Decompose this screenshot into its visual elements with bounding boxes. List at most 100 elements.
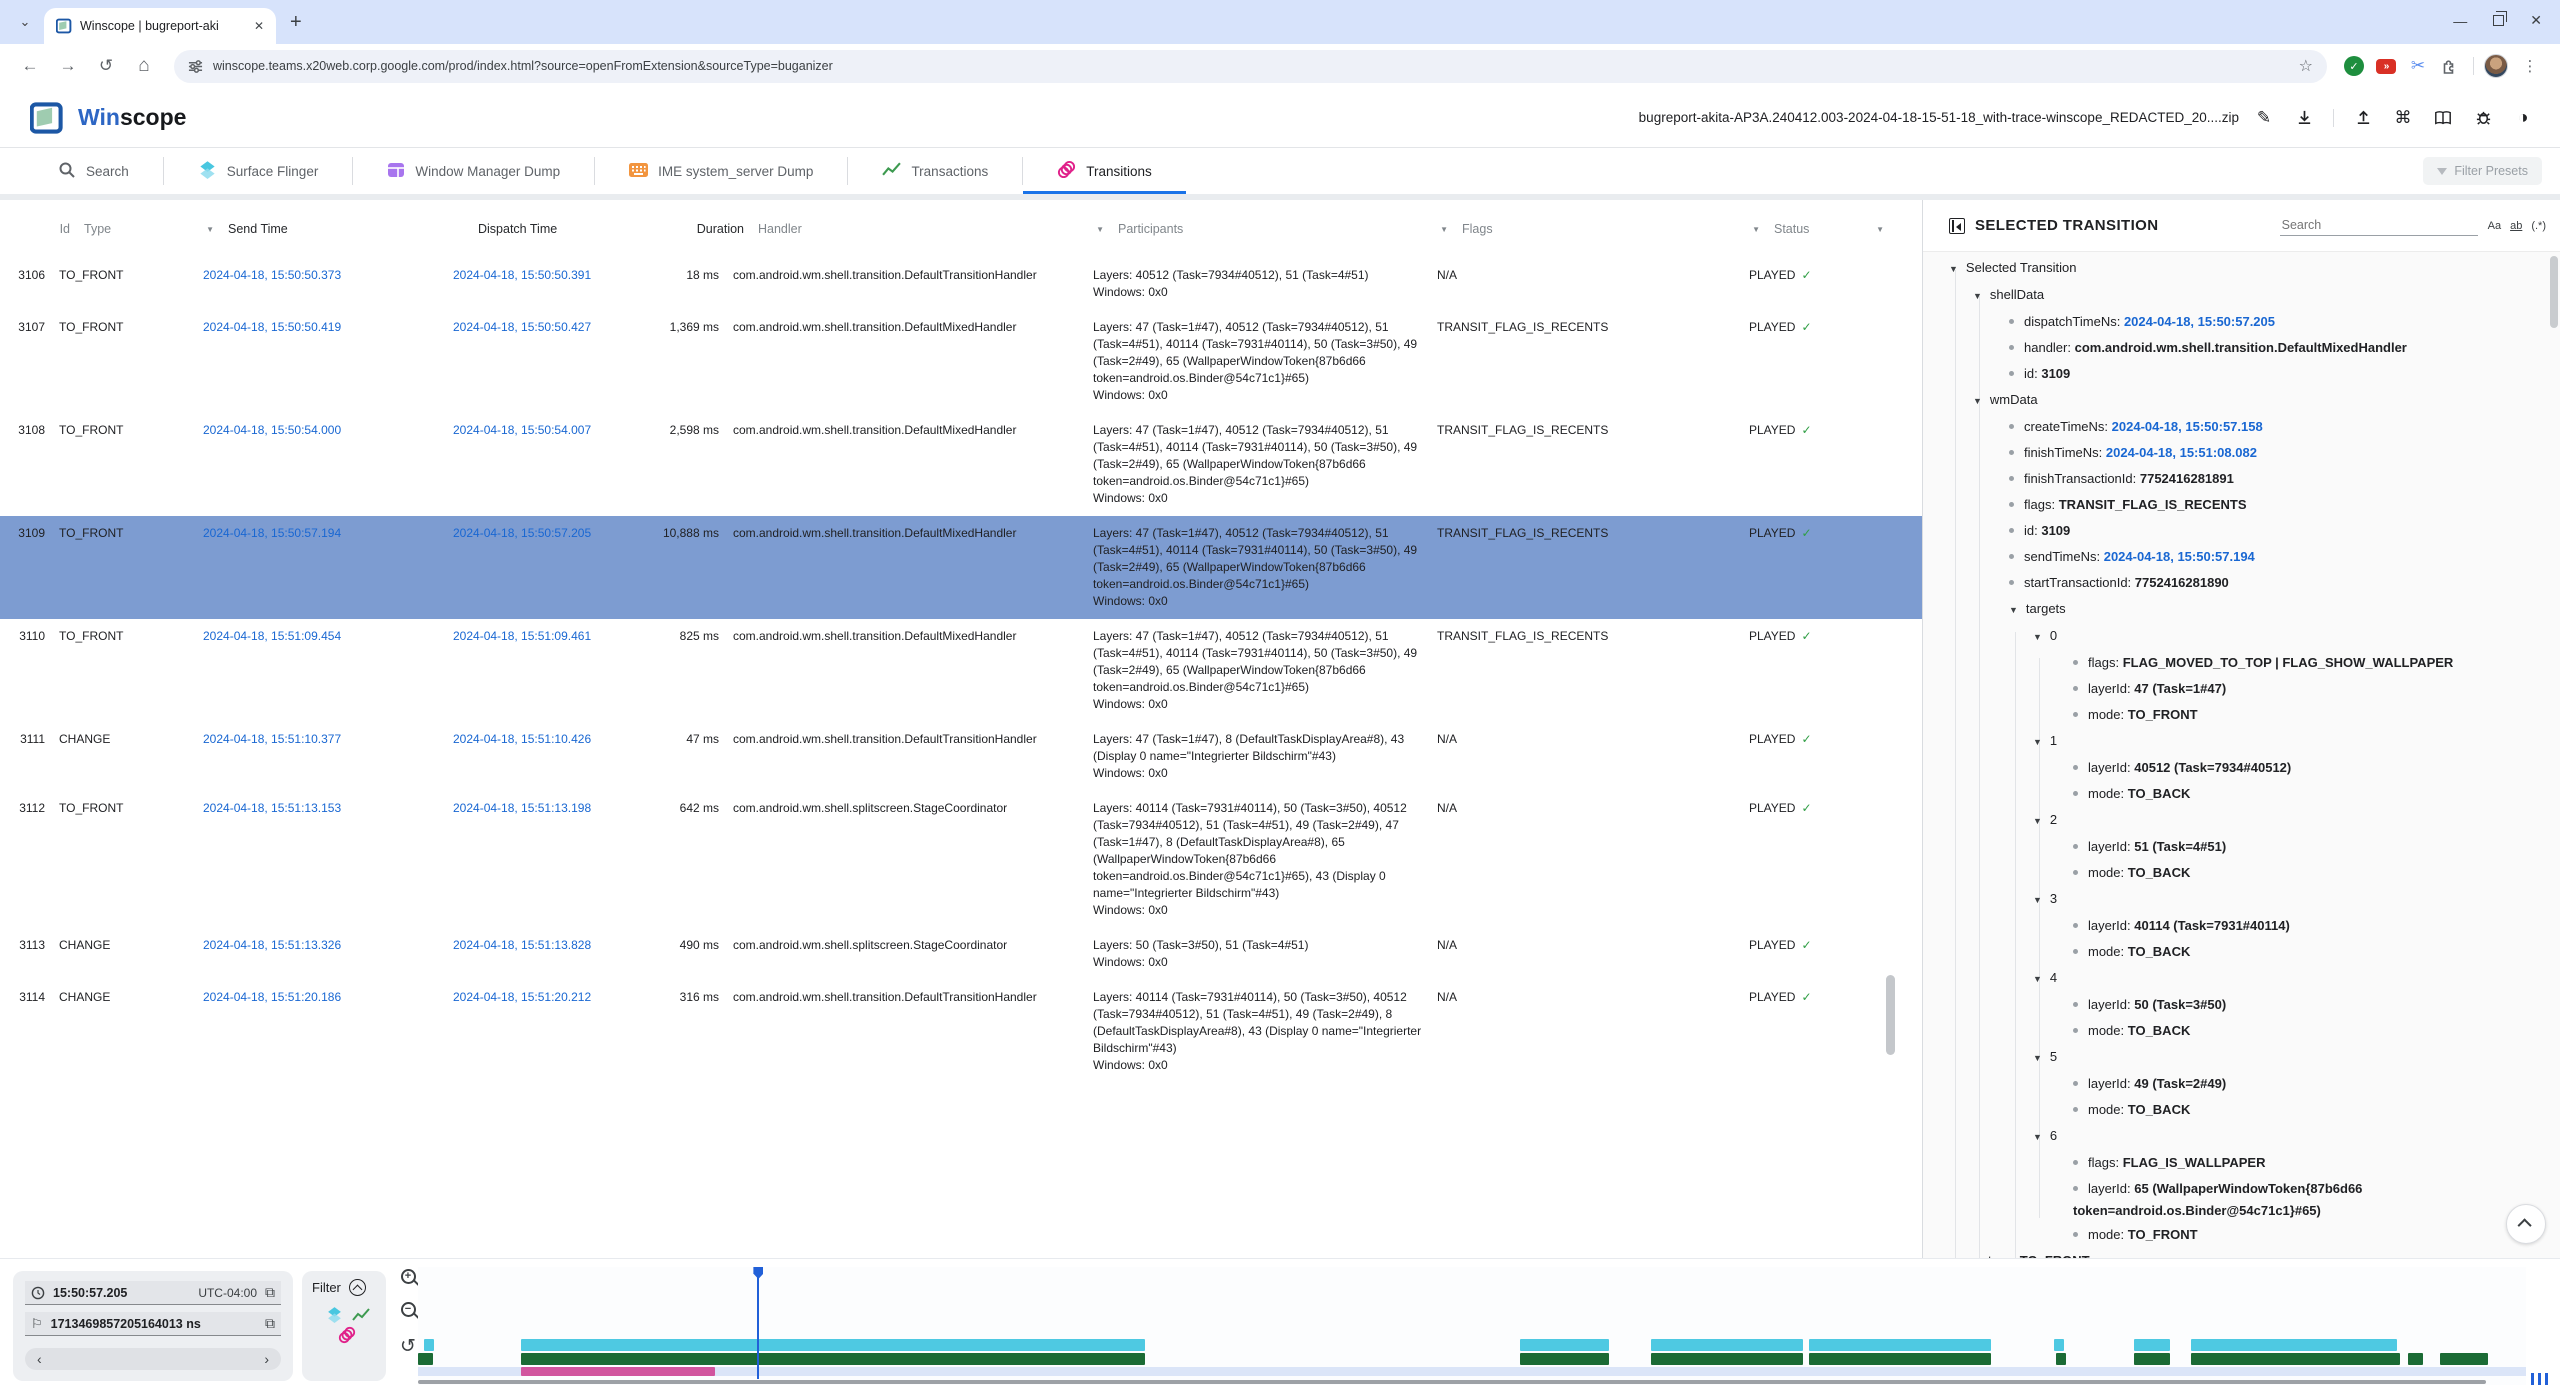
bookmark-tick[interactable] [2545, 1373, 2548, 1385]
column-header-status[interactable]: Status ▼ [1774, 222, 1884, 236]
table-row-3107[interactable]: 3107 TO_FRONT 2024-04-18, 15:50:50.419 2024… [0, 310, 1922, 413]
table-row-3110[interactable]: 3110 TO_FRONT 2024-04-18, 15:51:09.454 2024… [0, 619, 1922, 722]
cell-send-time[interactable]: 2024-04-18, 15:50:57.194 [203, 526, 342, 540]
sf-trace-bar[interactable] [1651, 1339, 1803, 1351]
table-row-3114[interactable]: 3114 CHANGE 2024-04-18, 15:51:20.186 2024-0… [0, 980, 1922, 1083]
tab-transitions[interactable]: Transitions [1023, 148, 1186, 194]
table-row-3111[interactable]: 3111 CHANGE 2024-04-18, 15:51:10.377 2024-0… [0, 722, 1922, 791]
tab-surface-flinger[interactable]: Surface Flinger [164, 148, 353, 194]
tree-node-2[interactable]: ▼ 2 [1923, 807, 2560, 834]
chevron-down-icon[interactable]: ▼ [2033, 816, 2042, 826]
extension-scissors-icon[interactable]: ✂ [2410, 56, 2426, 75]
filter-dropdown-icon[interactable]: ▼ [206, 224, 214, 234]
tree-node-1[interactable]: ▼ 1 [1923, 728, 2560, 755]
browser-tab[interactable]: Winscope | bugreport-aki ✕ [44, 8, 276, 44]
transactions-trace-bar[interactable] [2190, 1353, 2400, 1365]
zoom-out-button[interactable]: − [400, 1302, 416, 1317]
chevron-down-icon[interactable]: ▼ [1949, 264, 1958, 274]
next-entry-button[interactable]: › [264, 1351, 269, 1367]
transitions-track-band[interactable] [418, 1367, 2526, 1376]
reload-icon[interactable]: ↻ [98, 56, 114, 75]
transactions-trace-bar[interactable] [2407, 1353, 2423, 1365]
prev-entry-button[interactable]: ‹ [37, 1351, 42, 1367]
timeline-canvas[interactable] [418, 1267, 2526, 1385]
window-close-button[interactable]: ✕ [2530, 12, 2542, 28]
profile-avatar[interactable] [2484, 54, 2508, 78]
window-restore-button[interactable] [2493, 11, 2508, 26]
table-row-3113[interactable]: 3113 CHANGE 2024-04-18, 15:51:13.326 2024-0… [0, 928, 1922, 980]
timeline-cursor-marker[interactable] [753, 1267, 764, 1279]
forward-icon[interactable]: → [59, 56, 77, 75]
tab-transactions[interactable]: Transactions [848, 148, 1022, 194]
cell-dispatch-time[interactable]: 2024-04-18, 15:51:13.828 [453, 938, 592, 952]
tab-window-manager-dump[interactable]: Window Manager Dump [353, 148, 594, 194]
surface-flinger-track[interactable] [418, 1339, 2526, 1351]
tree-node-wmdata[interactable]: ▼ wmData [1923, 387, 2560, 414]
documentation-icon[interactable] [2428, 103, 2458, 133]
sf-trace-bar[interactable] [2133, 1339, 2170, 1351]
table-row-3108[interactable]: 3108 TO_FRONT 2024-04-18, 15:50:54.000 2024… [0, 413, 1922, 516]
tree-node-6[interactable]: ▼ 6 [1923, 1123, 2560, 1150]
copy-time-icon[interactable]: ⧉ [265, 1284, 275, 1300]
tree-node-targets[interactable]: ▼ targets [1923, 596, 2560, 623]
chevron-down-icon[interactable]: ▼ [2033, 737, 2042, 747]
tab-close-icon[interactable]: ✕ [253, 19, 265, 33]
whole-word-toggle[interactable]: ab [2510, 219, 2523, 232]
filter-dropdown-icon[interactable]: ▼ [1752, 224, 1760, 234]
browser-menu-icon[interactable]: ⋮ [2522, 58, 2538, 75]
cell-dispatch-time[interactable]: 2024-04-18, 15:51:09.461 [453, 629, 592, 643]
transactions-trace-bar[interactable] [2055, 1353, 2067, 1365]
chevron-down-icon[interactable]: ▼ [2033, 1053, 2042, 1063]
download-icon[interactable] [2289, 103, 2319, 133]
extension-media-icon[interactable]: » [2376, 58, 2396, 74]
column-header-type[interactable]: Type ▼ [84, 222, 214, 236]
report-bug-icon[interactable] [2468, 103, 2498, 133]
filter-dropdown-icon[interactable]: ▼ [1876, 224, 1884, 234]
bookmark-star-icon[interactable]: ☆ [2298, 58, 2313, 75]
column-header-handler[interactable]: Handler ▼ [758, 222, 1104, 236]
tab-search[interactable]: Search [24, 148, 163, 194]
surface-flinger-track-icon[interactable] [326, 1306, 343, 1323]
regex-toggle[interactable]: (.*) [2531, 219, 2546, 232]
upload-icon[interactable] [2348, 103, 2378, 133]
chevron-down-icon[interactable]: ▼ [2033, 974, 2042, 984]
bookmark-tick[interactable] [2531, 1373, 2534, 1385]
url-bar[interactable]: winscope.teams.x20web.corp.google.com/pr… [174, 49, 2327, 83]
sf-trace-bar[interactable] [2053, 1339, 2065, 1351]
cell-send-time[interactable]: 2024-04-18, 15:50:50.419 [203, 320, 342, 334]
dark-mode-icon[interactable]: ◑ [2517, 107, 2529, 127]
sf-trace-bar[interactable] [521, 1339, 1146, 1351]
home-icon[interactable]: ⌂ [138, 55, 150, 76]
collapse-filter-icon[interactable] [348, 1279, 366, 1296]
sf-trace-bar[interactable] [2190, 1339, 2398, 1351]
transactions-trace-bar[interactable] [1520, 1353, 1609, 1365]
scroll-to-top-button[interactable] [2506, 1204, 2546, 1244]
column-header-participants[interactable]: Participants ▼ [1118, 222, 1448, 236]
cell-send-time[interactable]: 2024-04-18, 15:51:20.186 [203, 990, 342, 1004]
cell-dispatch-time[interactable]: 2024-04-18, 15:51:10.426 [453, 732, 592, 746]
cell-dispatch-time[interactable]: 2024-04-18, 15:51:13.198 [453, 801, 592, 815]
transactions-trace-bar[interactable] [521, 1353, 1146, 1365]
transactions-track[interactable] [418, 1353, 2526, 1365]
cell-send-time[interactable]: 2024-04-18, 15:51:09.454 [203, 629, 342, 643]
extensions-puzzle-icon[interactable] [2437, 53, 2463, 79]
tree-node-4[interactable]: ▼ 4 [1923, 965, 2560, 992]
match-case-toggle[interactable]: Aa [2487, 219, 2502, 232]
tree-node-0[interactable]: ▼ 0 [1923, 623, 2560, 650]
chevron-down-icon[interactable]: ▼ [2033, 1132, 2042, 1142]
table-row-3109[interactable]: 3109 TO_FRONT 2024-04-18, 15:50:57.194 2024… [0, 516, 1922, 619]
human-time-field[interactable]: 15:50:57.205 UTC-04:00 ⧉ [25, 1281, 281, 1305]
extension-check-icon[interactable]: ✓ [2344, 56, 2364, 76]
tab-ime-system-server-dump[interactable]: IME system_server Dump [595, 148, 847, 194]
tree-node-selected-transition[interactable]: ▼ Selected Transition [1923, 255, 2560, 282]
cell-send-time[interactable]: 2024-04-18, 15:50:50.373 [203, 268, 342, 282]
filter-dropdown-icon[interactable]: ▼ [1096, 224, 1104, 234]
table-scrollbar[interactable] [1885, 200, 1896, 1258]
reset-zoom-button[interactable]: ↻ [400, 1336, 416, 1357]
transition-bar[interactable] [521, 1367, 716, 1376]
chevron-down-icon[interactable]: ▼ [2009, 605, 2018, 615]
transactions-trace-bar[interactable] [418, 1353, 433, 1365]
window-minimize-button[interactable]: — [2453, 12, 2468, 29]
transactions-track-icon[interactable] [352, 1308, 370, 1322]
cell-send-time[interactable]: 2024-04-18, 15:50:54.000 [203, 423, 342, 437]
